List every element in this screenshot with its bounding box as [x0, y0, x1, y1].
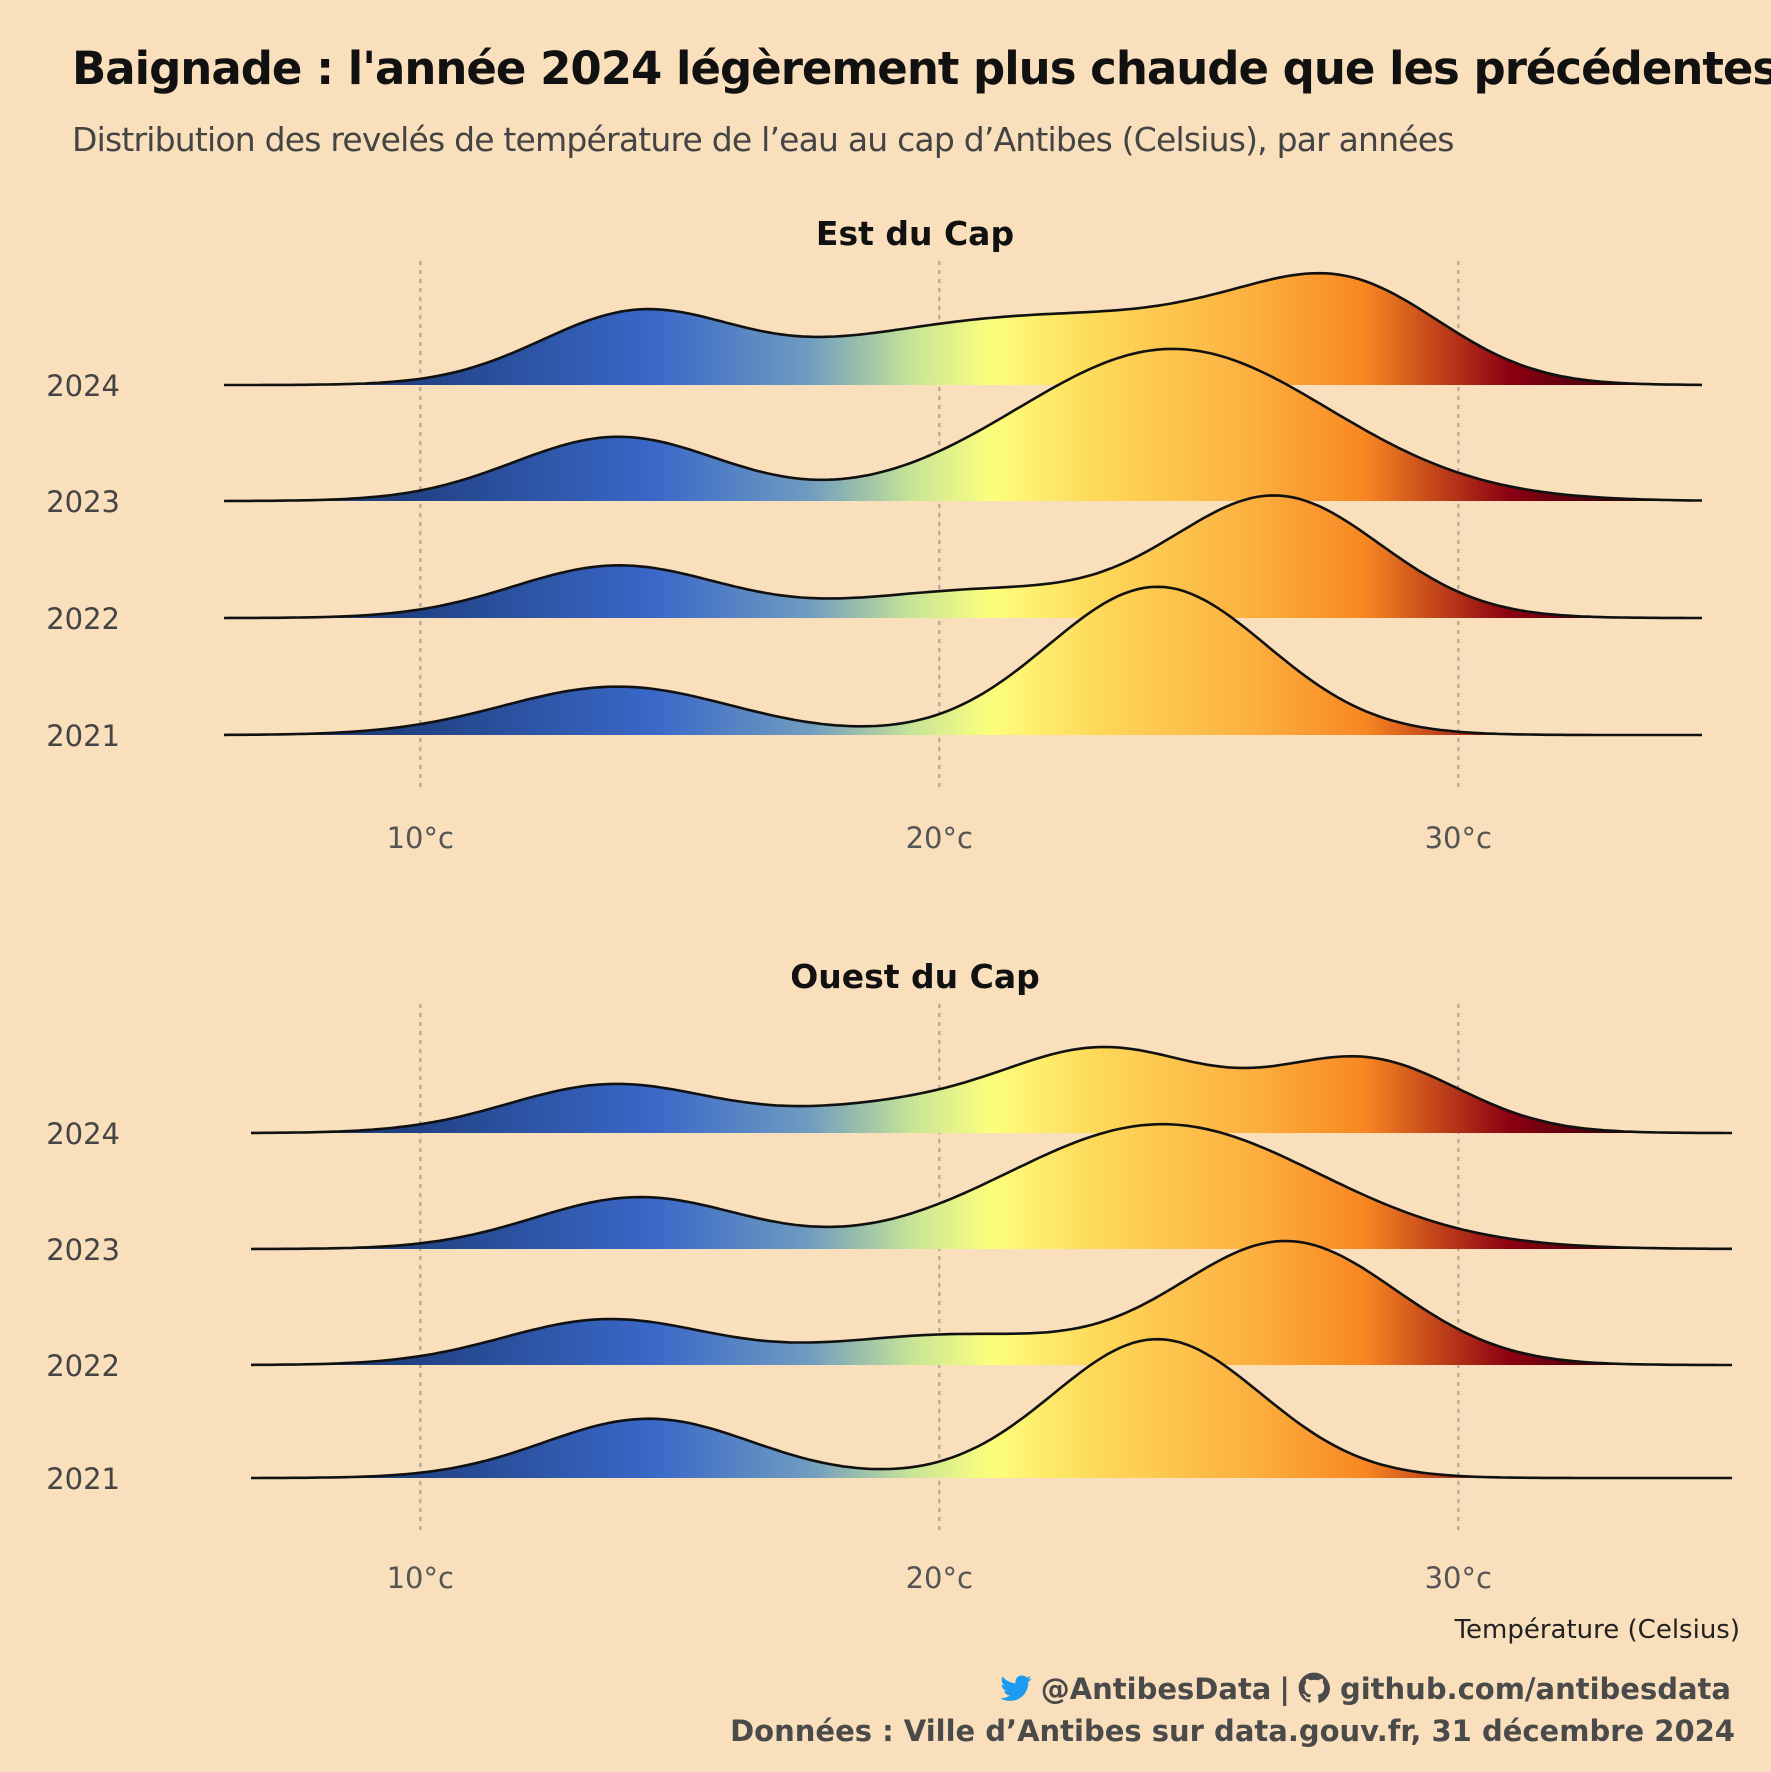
ridge-area [224, 586, 1702, 735]
ridge-outline [223, 585, 1702, 737]
x-tick-label: 30°c [1425, 821, 1492, 855]
data-source: Données : Ville d’Antibes sur data.gouv.… [730, 1714, 1735, 1748]
github-icon [1298, 1672, 1332, 1706]
ridge-2022 [250, 1239, 1732, 1367]
ridge-area [224, 273, 1702, 385]
year-label: 2023 [46, 1233, 120, 1267]
ridge-outline [224, 271, 1703, 387]
x-tick-label: 30°c [1425, 1561, 1492, 1595]
chart-title: Baignade : l'année 2024 légèrement plus … [72, 42, 1771, 95]
panel-title: Est du Cap [816, 214, 1014, 253]
year-label: 2023 [46, 485, 120, 519]
ridge-2021 [223, 585, 1702, 737]
ridge-outline [250, 1239, 1732, 1367]
ridge-2022 [223, 494, 1702, 620]
x-tick-label: 20°c [906, 821, 973, 855]
credits-separator: | [1279, 1672, 1290, 1706]
panel-est-du-cap: Est du Cap 2024 2023 2022 2021 10°c 20°c 30°c [46, 214, 1703, 855]
ridge-area [251, 1241, 1732, 1365]
year-label: 2024 [46, 369, 120, 403]
year-label: 2021 [46, 719, 120, 753]
ridge-outline [250, 1122, 1732, 1251]
ridge-outline [251, 1045, 1732, 1135]
ridge-outline [223, 494, 1702, 620]
ridge-area [224, 348, 1702, 501]
ridge-outline [223, 347, 1702, 503]
ridge-2021 [251, 1337, 1732, 1480]
year-label: 2024 [46, 1117, 120, 1151]
panel-ouest-du-cap: Ouest du Cap 2024 2023 2022 2021 10°c 20°c 30°c… [46, 957, 1740, 1645]
chart-subtitle: Distribution des revelés de température … [72, 120, 1454, 159]
x-tick-label: 10°c [387, 821, 454, 855]
year-label: 2022 [46, 1349, 120, 1383]
ridge-2023 [223, 347, 1702, 503]
ridge-area [251, 1339, 1732, 1478]
ridge-area [251, 1124, 1732, 1249]
credits-line: @AntibesData | github.com/antibesdata [999, 1672, 1731, 1706]
ridge-area [251, 1047, 1732, 1133]
x-tick-label: 20°c [906, 1561, 973, 1595]
twitter-handle[interactable]: @AntibesData [1040, 1672, 1272, 1706]
ridge-area [224, 495, 1702, 618]
x-tick-label: 10°c [387, 1561, 454, 1595]
panel-title: Ouest du Cap [790, 957, 1040, 996]
x-axis-title: Température (Celsius) [1454, 1615, 1740, 1645]
ridge-2024 [224, 271, 1703, 387]
twitter-bird-icon [999, 1672, 1033, 1706]
year-label: 2021 [46, 1462, 120, 1496]
github-link[interactable]: github.com/antibesdata [1339, 1672, 1731, 1706]
year-label: 2022 [46, 602, 120, 636]
ridge-2024 [251, 1045, 1732, 1135]
ridge-2023 [250, 1122, 1732, 1251]
ridge-outline [251, 1337, 1732, 1480]
